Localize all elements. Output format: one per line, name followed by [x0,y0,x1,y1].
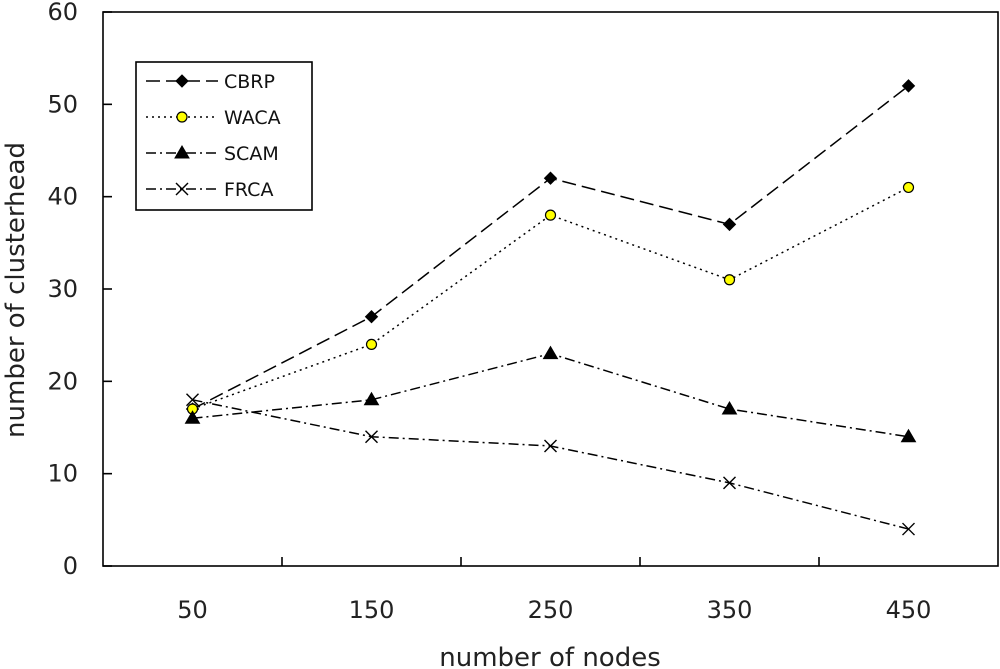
data-point [186,393,199,407]
series-layer [184,79,917,536]
data-point [901,79,916,93]
y-tick-label: 30 [47,275,78,303]
data-point [184,410,201,424]
data-point [175,182,189,196]
series-waca [186,181,915,415]
series-cbrp [185,79,916,416]
data-point [175,74,189,88]
data-point-stroke [365,430,378,444]
data-point [365,338,378,350]
data-point [542,345,559,360]
series-frca [186,393,915,536]
legend-item: WACA [146,107,281,129]
data-point-stroke [186,393,199,407]
data-point [900,428,917,443]
data-point [722,217,737,232]
legend-box [135,61,313,211]
data-point [544,209,557,221]
series-scam [184,345,917,443]
x-tick-label: 350 [707,596,753,624]
legend-label: SCAM [224,143,279,165]
data-point [723,476,736,490]
data-point-stroke [723,476,736,490]
data-point [721,401,738,415]
y-tick-label: 40 [47,183,78,211]
legend-label: CBRP [224,71,275,93]
x-tick-label: 150 [349,596,395,624]
data-point [902,181,915,194]
y-axis-title: number of clusterhead [1,142,31,438]
data-point [174,145,190,159]
data-point [364,309,379,324]
data-point [543,171,558,185]
series-line [192,352,909,438]
axes: 0 10 20 30 40 50 60 50 150 250 350 450 [47,0,999,624]
x-axis-title: number of nodes [439,643,661,669]
y-tick-label: 50 [47,90,78,118]
data-point [723,274,736,286]
y-tick-label: 10 [47,460,78,488]
legend: CBRP WACA SCAM FRCA [135,61,313,211]
legend-label: FRCA [224,179,273,201]
x-tick-label: 450 [886,596,932,624]
data-point [365,430,378,444]
legend-label: WACA [224,107,281,129]
data-point [902,522,915,536]
x-tick-label: 50 [177,596,208,624]
series-line [192,399,909,530]
x-tick-label: 250 [528,596,574,624]
data-point [544,439,557,453]
data-point [363,391,380,406]
y-tick-label: 60 [47,0,78,26]
series-line [192,186,909,410]
legend-item: SCAM [146,143,279,165]
data-point-stroke [544,439,557,453]
y-tick-label: 0 [63,552,78,580]
data-point [176,111,188,123]
y-tick-label: 20 [47,367,78,395]
legend-item: CBRP [146,71,275,93]
data-point-stroke [902,522,915,536]
data-point-stroke [175,182,189,196]
legend-item: FRCA [146,179,273,201]
